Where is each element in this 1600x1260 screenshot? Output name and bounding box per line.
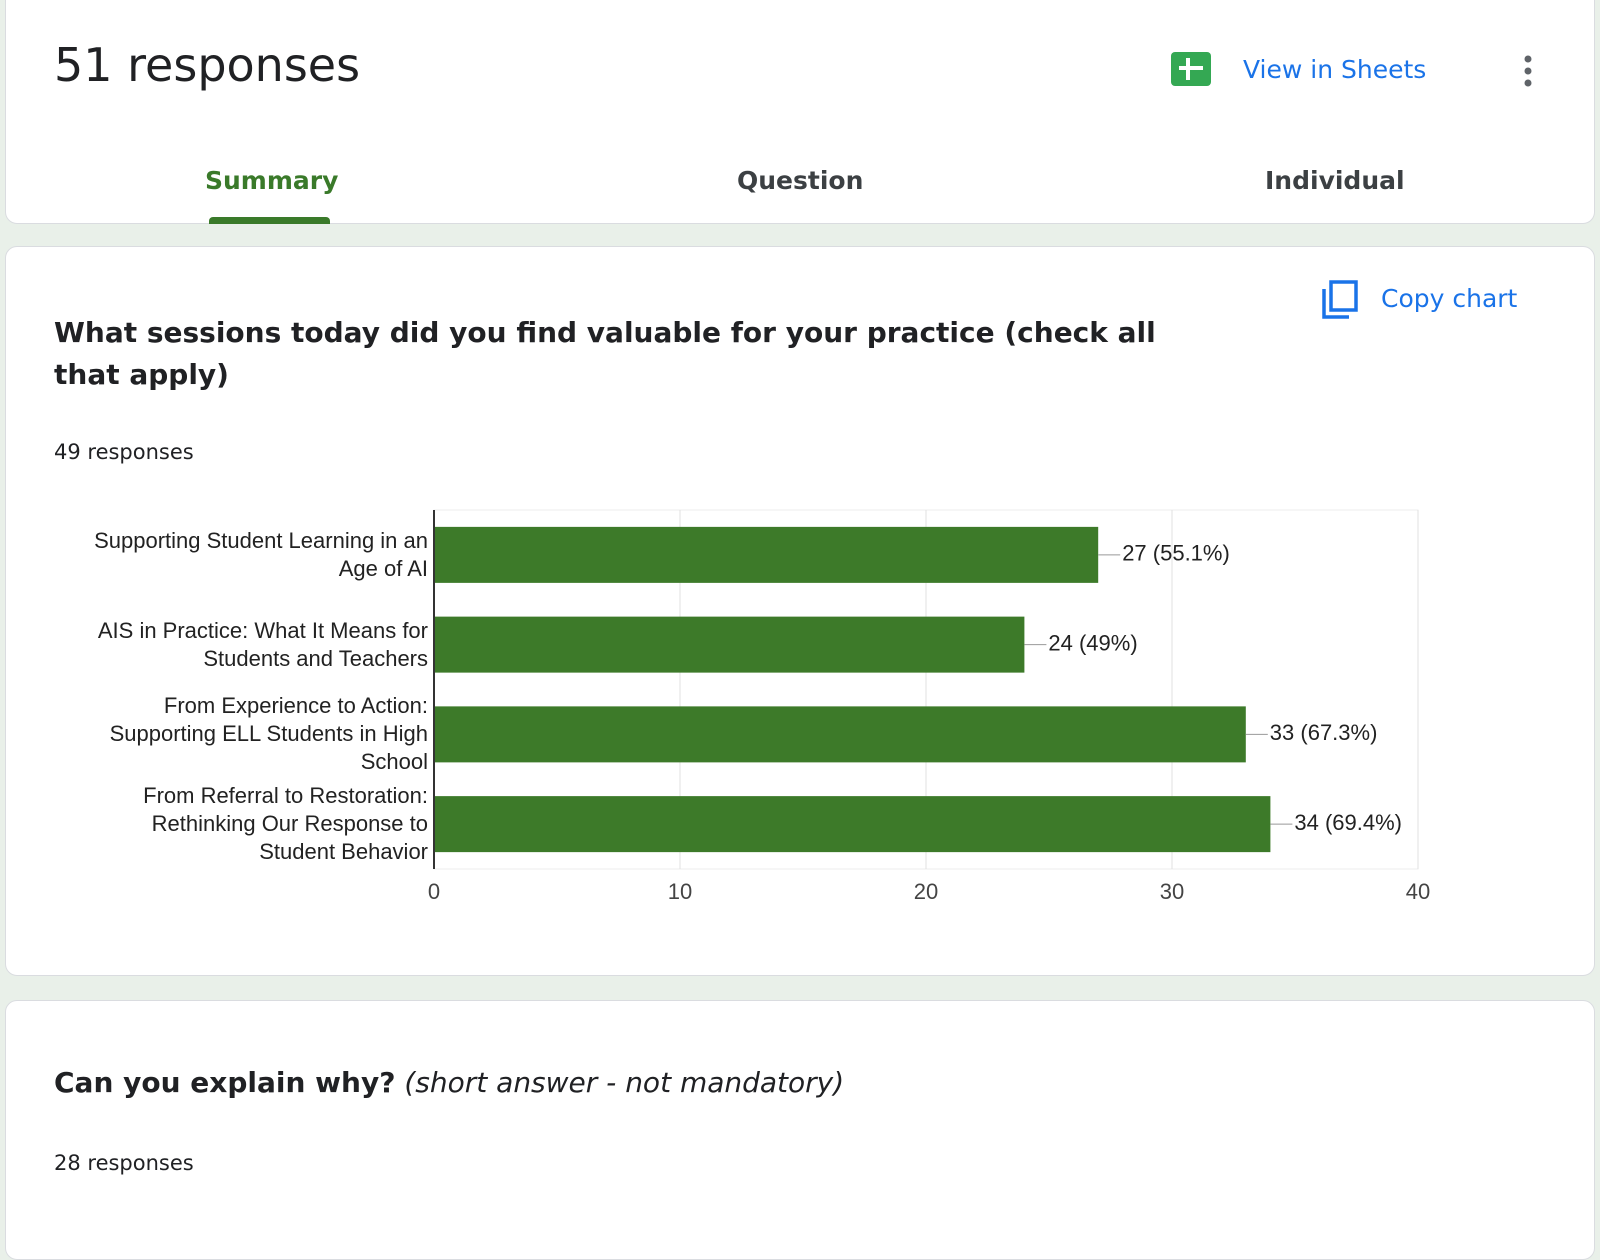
data-label: 34 (69.4%) [1294,810,1402,835]
tab[interactable]: Question [737,166,864,195]
view-in-sheets[interactable]: View in Sheets [1243,55,1427,84]
category-label: From Experience to Action: Supporting EL… [109,693,428,775]
copy-icon[interactable] [1321,280,1359,320]
chart: 0 10 20 30 40 27 (55.1%) 24 (49%) 33 (67.3%) 34 … [428,509,1430,904]
sheets-icon[interactable] [1171,52,1211,86]
question-card [5,246,1595,976]
x-tick-label: 40 [1406,879,1430,904]
x-tick-label: 30 [1160,879,1184,904]
bar [434,526,1099,583]
responses-title: 51 responses [54,38,361,92]
category-label: AIS in Practice: What It Means for Stude… [97,617,428,671]
data-label: 24 (49%) [1048,630,1137,655]
page: 51 responses View in Sheets Summary Ques… [5,0,1595,1260]
x-tick-label: 20 [914,879,938,904]
data-label: 27 (55.1%) [1122,541,1230,566]
question-title-row: Can you explain why? (short answer - not… [54,1066,844,1099]
question-card [5,1000,1595,1260]
bar [434,796,1271,853]
category-label: Supporting Student Learning in an Age of… [94,527,428,581]
x-tick-label: 10 [668,879,692,904]
tab[interactable]: Summary [205,166,339,195]
question-note: (short answer - not mandatory) [404,1066,845,1099]
header-card [5,0,1595,224]
bar [434,706,1246,763]
data-label: 33 (67.3%) [1270,720,1378,745]
bar [434,616,1025,673]
response-count: 28 responses [54,1151,194,1175]
copy-chart[interactable]: Copy chart [1381,284,1518,313]
question-title: Can you explain why? [54,1066,396,1099]
category-label: From Referral to Restoration: Rethinking… [143,783,428,865]
response-count: 49 responses [54,440,194,464]
question-title: What sessions today did you find valuabl… [54,316,1156,391]
more-menu[interactable] [1520,54,1536,88]
x-tick-label: 0 [428,879,440,904]
tab[interactable]: Individual [1265,166,1405,195]
tab-indicator [209,217,330,224]
